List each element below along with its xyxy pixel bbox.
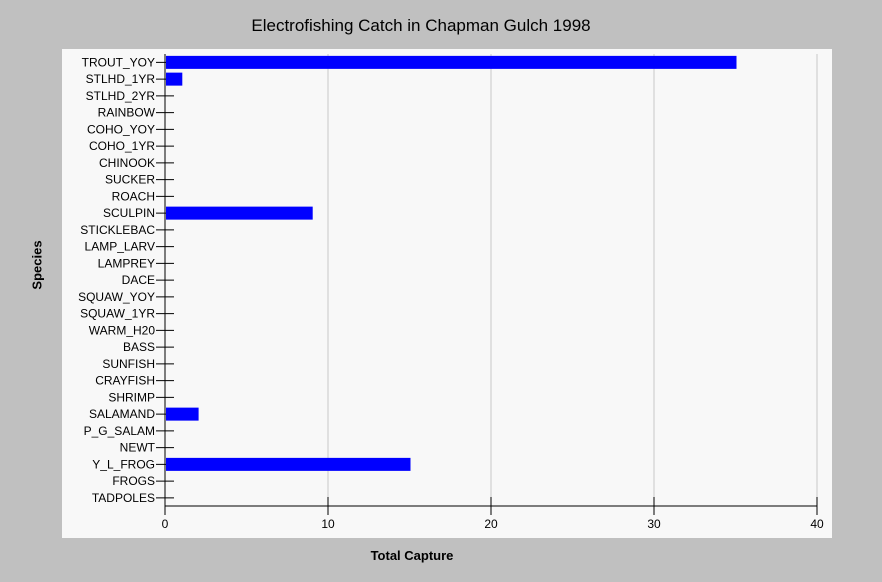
category-label: STLHD_2YR [86, 89, 156, 103]
category-label: STLHD_1YR [86, 72, 156, 86]
x-axis-label: Total Capture [370, 548, 454, 563]
category-label: P_G_SALAM [84, 424, 155, 438]
category-label: FROGS [112, 474, 155, 488]
category-label: STICKLEBAC [80, 223, 155, 237]
category-label: DACE [122, 273, 155, 287]
category-label: SUCKER [105, 173, 155, 187]
category-label: SCULPIN [103, 206, 155, 220]
bar [166, 407, 199, 421]
category-label: LAMPREY [98, 256, 155, 270]
category-label: SHRIMP [108, 390, 155, 404]
bar [166, 72, 183, 86]
category-label: TADPOLES [92, 491, 155, 505]
x-tick-label: 0 [162, 517, 169, 531]
category-label: ROACH [112, 189, 155, 203]
bar [166, 55, 737, 69]
x-tick-label: 30 [647, 517, 661, 531]
chart-title: Electrofishing Catch in Chapman Gulch 19… [251, 16, 591, 35]
x-tick-label: 40 [810, 517, 824, 531]
category-label: CRAYFISH [95, 374, 155, 388]
bar [166, 206, 313, 220]
category-label: CHINOOK [99, 156, 155, 170]
category-label: WARM_H20 [89, 323, 156, 337]
category-label: LAMP_LARV [85, 240, 155, 254]
category-label: SUNFISH [102, 357, 155, 371]
x-tick-label: 10 [321, 517, 335, 531]
category-label: SALAMAND [89, 407, 155, 421]
category-label: SQUAW_YOY [78, 290, 155, 304]
category-label: Y_L_FROG [92, 457, 155, 471]
bar [166, 457, 411, 471]
x-tick-label: 20 [484, 517, 498, 531]
category-label: RAINBOW [98, 106, 156, 120]
category-label: TROUT_YOY [82, 55, 155, 69]
category-label: COHO_YOY [87, 122, 155, 136]
category-label: SQUAW_1YR [80, 307, 155, 321]
category-label: NEWT [120, 441, 156, 455]
category-label: BASS [123, 340, 155, 354]
category-label: COHO_1YR [89, 139, 155, 153]
plot-area [62, 49, 832, 538]
